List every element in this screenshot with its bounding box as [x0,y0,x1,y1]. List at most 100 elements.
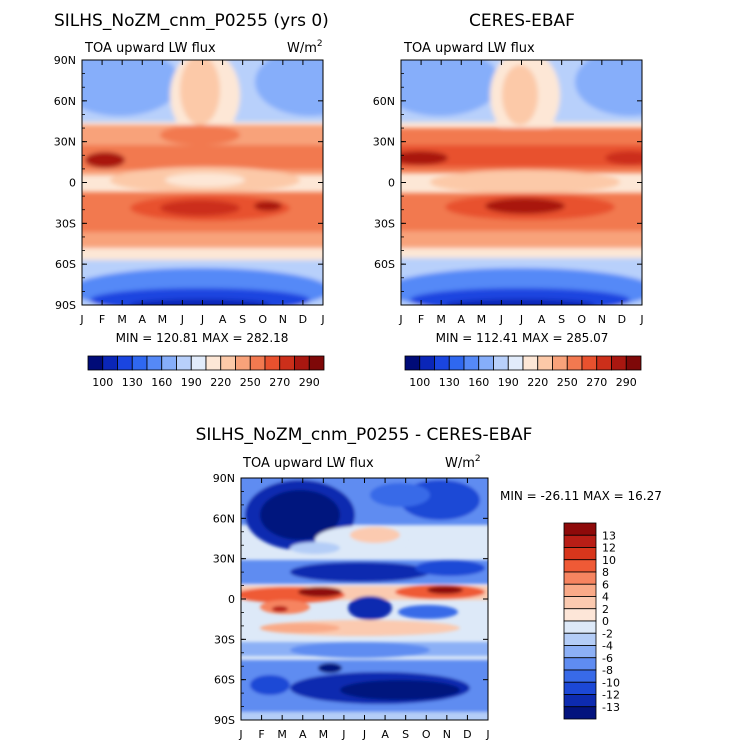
x-tick-label: S [239,313,246,326]
panel-model-title: SILHS_NoZM_cnm_P0255 (yrs 0) [54,11,329,31]
panel-model-field [82,60,323,305]
x-tick-label: M [277,728,287,741]
colorbar-label: -6 [602,652,613,665]
panel-diff-field [241,478,488,720]
x-tick-label: J [519,313,523,326]
colorbar-swatch [404,355,421,371]
y-tick-label: 30S [374,217,395,230]
colorbar-swatch [563,694,597,708]
y-tick-label: 30S [55,217,76,230]
x-tick-label: A [299,728,307,741]
colorbar-swatch [537,355,553,371]
x-tick-label: O [577,313,586,326]
x-tick-label: J [485,728,489,741]
y-tick-label: 60S [55,258,76,271]
colorbar-swatch [563,645,597,659]
colorbar-swatch [264,355,281,371]
colorbar-swatch [611,355,627,371]
colorbar-swatch [294,355,310,371]
x-tick-label: J [398,313,402,326]
x-tick-label: S [402,728,409,741]
colorbar-swatch [563,669,597,683]
colorbar-swatch [563,706,597,720]
panel-diff-title: SILHS_NoZM_cnm_P0255 - CERES-EBAF [196,425,533,445]
colorbar-swatch [146,355,163,371]
colorbar-swatch [563,571,597,585]
colorbar-label: 270 [269,376,290,389]
y-tick-label: 0 [388,177,395,190]
panel-model: SILHS_NoZM_cnm_P0255 (yrs 0) TOA upward … [54,11,329,389]
x-tick-label: J [79,313,83,326]
colorbar-label: 250 [557,376,578,389]
x-tick-label: D [463,728,471,741]
colorbar-label: 100 [409,376,430,389]
x-tick-label: N [598,313,606,326]
colorbar-swatch [563,559,597,573]
colorbar-swatch [434,355,450,371]
colorbar-swatch [563,596,597,610]
x-tick-label: J [200,313,204,326]
x-tick-label: M [158,313,168,326]
colorbar-label: 8 [602,566,609,579]
colorbar-swatch [563,657,597,671]
colorbar-label: -13 [602,701,620,714]
colorbar-label: 160 [468,376,489,389]
colorbar-label: 100 [92,376,113,389]
x-tick-label: J [639,313,643,326]
colorbar-swatch [279,355,295,371]
y-tick-label: 60S [374,258,395,271]
colorbar-label: 270 [586,376,607,389]
x-tick-label: J [499,313,503,326]
colorbar-swatch [563,547,597,561]
x-tick-label: O [422,728,431,741]
colorbar-swatch [563,681,597,695]
x-tick-label: F [418,313,424,326]
x-tick-label: M [117,313,127,326]
x-tick-label: M [319,728,329,741]
colorbar-label: -10 [602,676,620,689]
x-tick-label: S [558,313,565,326]
colorbar-swatch [448,355,465,371]
panel-obs-stats: MIN = 112.41 MAX = 285.07 [436,331,609,345]
x-tick-label: A [381,728,389,741]
panel-obs-subtitle: TOA upward LW flux [403,41,535,56]
x-tick-label: A [219,313,227,326]
colorbar-label: 160 [151,376,172,389]
x-tick-label: J [180,313,184,326]
panel-model-colorbar: 100 130 160 190 220 250 270 290 [87,355,325,389]
colorbar-swatch [563,583,597,597]
colorbar-swatch [205,355,222,371]
x-tick-label: O [258,313,267,326]
colorbar-label: 2 [602,603,609,616]
panel-diff-units: W/m2 [445,454,481,471]
colorbar-swatch [308,355,325,371]
colorbar-swatch [563,608,597,622]
colorbar-swatch [478,355,494,371]
y-tick-label: 60N [373,95,395,108]
y-tick-label: 90S [55,299,76,312]
y-tick-label: 0 [69,177,76,190]
panel-diff-stats: MIN = -26.11 MAX = 16.27 [500,489,662,503]
colorbar-swatch [102,355,118,371]
y-tick-label: 90N [213,472,235,485]
colorbar-swatch [249,355,266,371]
colorbar-label: 220 [527,376,548,389]
colorbar-label: -8 [602,664,613,677]
y-tick-label: 60N [54,95,76,108]
colorbar-swatch [522,355,539,371]
colorbar-swatch [596,355,612,371]
panel-diff: SILHS_NoZM_cnm_P0255 - CERES-EBAF TOA up… [196,425,662,741]
colorbar-label: 130 [439,376,460,389]
colorbar-label: 4 [602,591,609,604]
colorbar-swatch [563,522,597,536]
x-tick-label: J [341,728,345,741]
colorbar-swatch [176,355,192,371]
panel-model-units: W/m2 [287,39,323,56]
colorbar-swatch [563,632,597,646]
colorbar-swatch [419,355,435,371]
colorbar-label: -12 [602,689,620,702]
x-tick-label: M [436,313,446,326]
